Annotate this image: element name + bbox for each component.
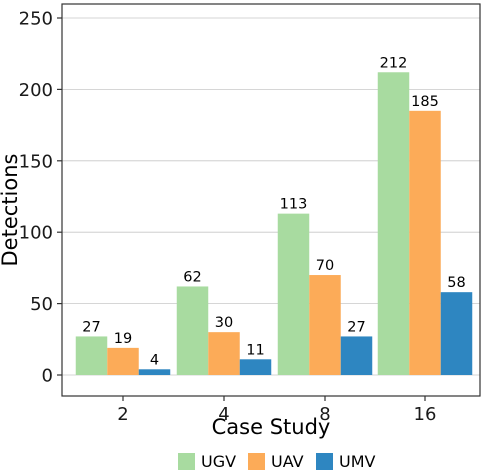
data-label: 212 xyxy=(380,55,408,71)
data-label: 27 xyxy=(82,319,100,335)
bar-umv-16 xyxy=(440,292,473,375)
data-label: 30 xyxy=(215,315,233,331)
legend-label-uav: UAV xyxy=(271,452,304,471)
plot-frame xyxy=(61,3,481,397)
y-tick-label: 0 xyxy=(42,366,53,387)
data-label: 11 xyxy=(246,342,264,358)
bar-uav-4 xyxy=(208,332,240,375)
x-tick-label: 16 xyxy=(414,404,437,425)
y-tick-label: 200 xyxy=(19,80,53,101)
x-tick-label: 4 xyxy=(218,404,229,425)
data-label: 113 xyxy=(280,197,308,213)
legend-swatch-umv xyxy=(316,453,333,470)
data-label: 19 xyxy=(114,331,132,347)
bar-uav-8 xyxy=(309,275,341,375)
data-label: 58 xyxy=(447,275,465,291)
bar-umv-4 xyxy=(239,359,272,375)
bar-umv-8 xyxy=(340,336,373,375)
bar-ugv-16 xyxy=(377,72,410,375)
x-tick-label: 8 xyxy=(319,404,330,425)
x-axis-title: Case Study xyxy=(212,415,331,439)
data-labels: 27 19 4 62 30 11 113 70 27 212 185 58 xyxy=(82,55,465,368)
x-tick-label: 2 xyxy=(117,404,128,425)
y-tick-label: 50 xyxy=(30,294,53,315)
y-axis-title: Detections xyxy=(0,154,22,267)
bars xyxy=(75,72,473,375)
data-label: 27 xyxy=(347,319,365,335)
data-label: 62 xyxy=(183,269,201,285)
legend-swatch-uav xyxy=(248,453,265,470)
bar-uav-2 xyxy=(107,347,139,375)
bar-ugv-2 xyxy=(75,336,108,375)
data-label: 185 xyxy=(411,94,439,110)
legend-label-ugv: UGV xyxy=(201,452,236,471)
bar-umv-2 xyxy=(138,369,171,375)
y-tick-label: 100 xyxy=(19,223,53,244)
legend: UGV UAV UMV xyxy=(178,452,376,471)
bar-ugv-4 xyxy=(176,286,209,375)
bar-uav-16 xyxy=(409,110,441,375)
y-tick-label: 250 xyxy=(19,9,53,30)
legend-label-umv: UMV xyxy=(339,452,376,471)
legend-swatch-ugv xyxy=(178,453,195,470)
data-label: 4 xyxy=(150,352,159,368)
x-axis-ticks: 2 4 8 16 xyxy=(117,396,436,425)
y-tick-label: 150 xyxy=(19,151,53,172)
data-label: 70 xyxy=(316,258,334,274)
bar-ugv-8 xyxy=(277,213,310,375)
y-axis-ticks: 0 50 100 150 200 250 xyxy=(19,9,62,387)
